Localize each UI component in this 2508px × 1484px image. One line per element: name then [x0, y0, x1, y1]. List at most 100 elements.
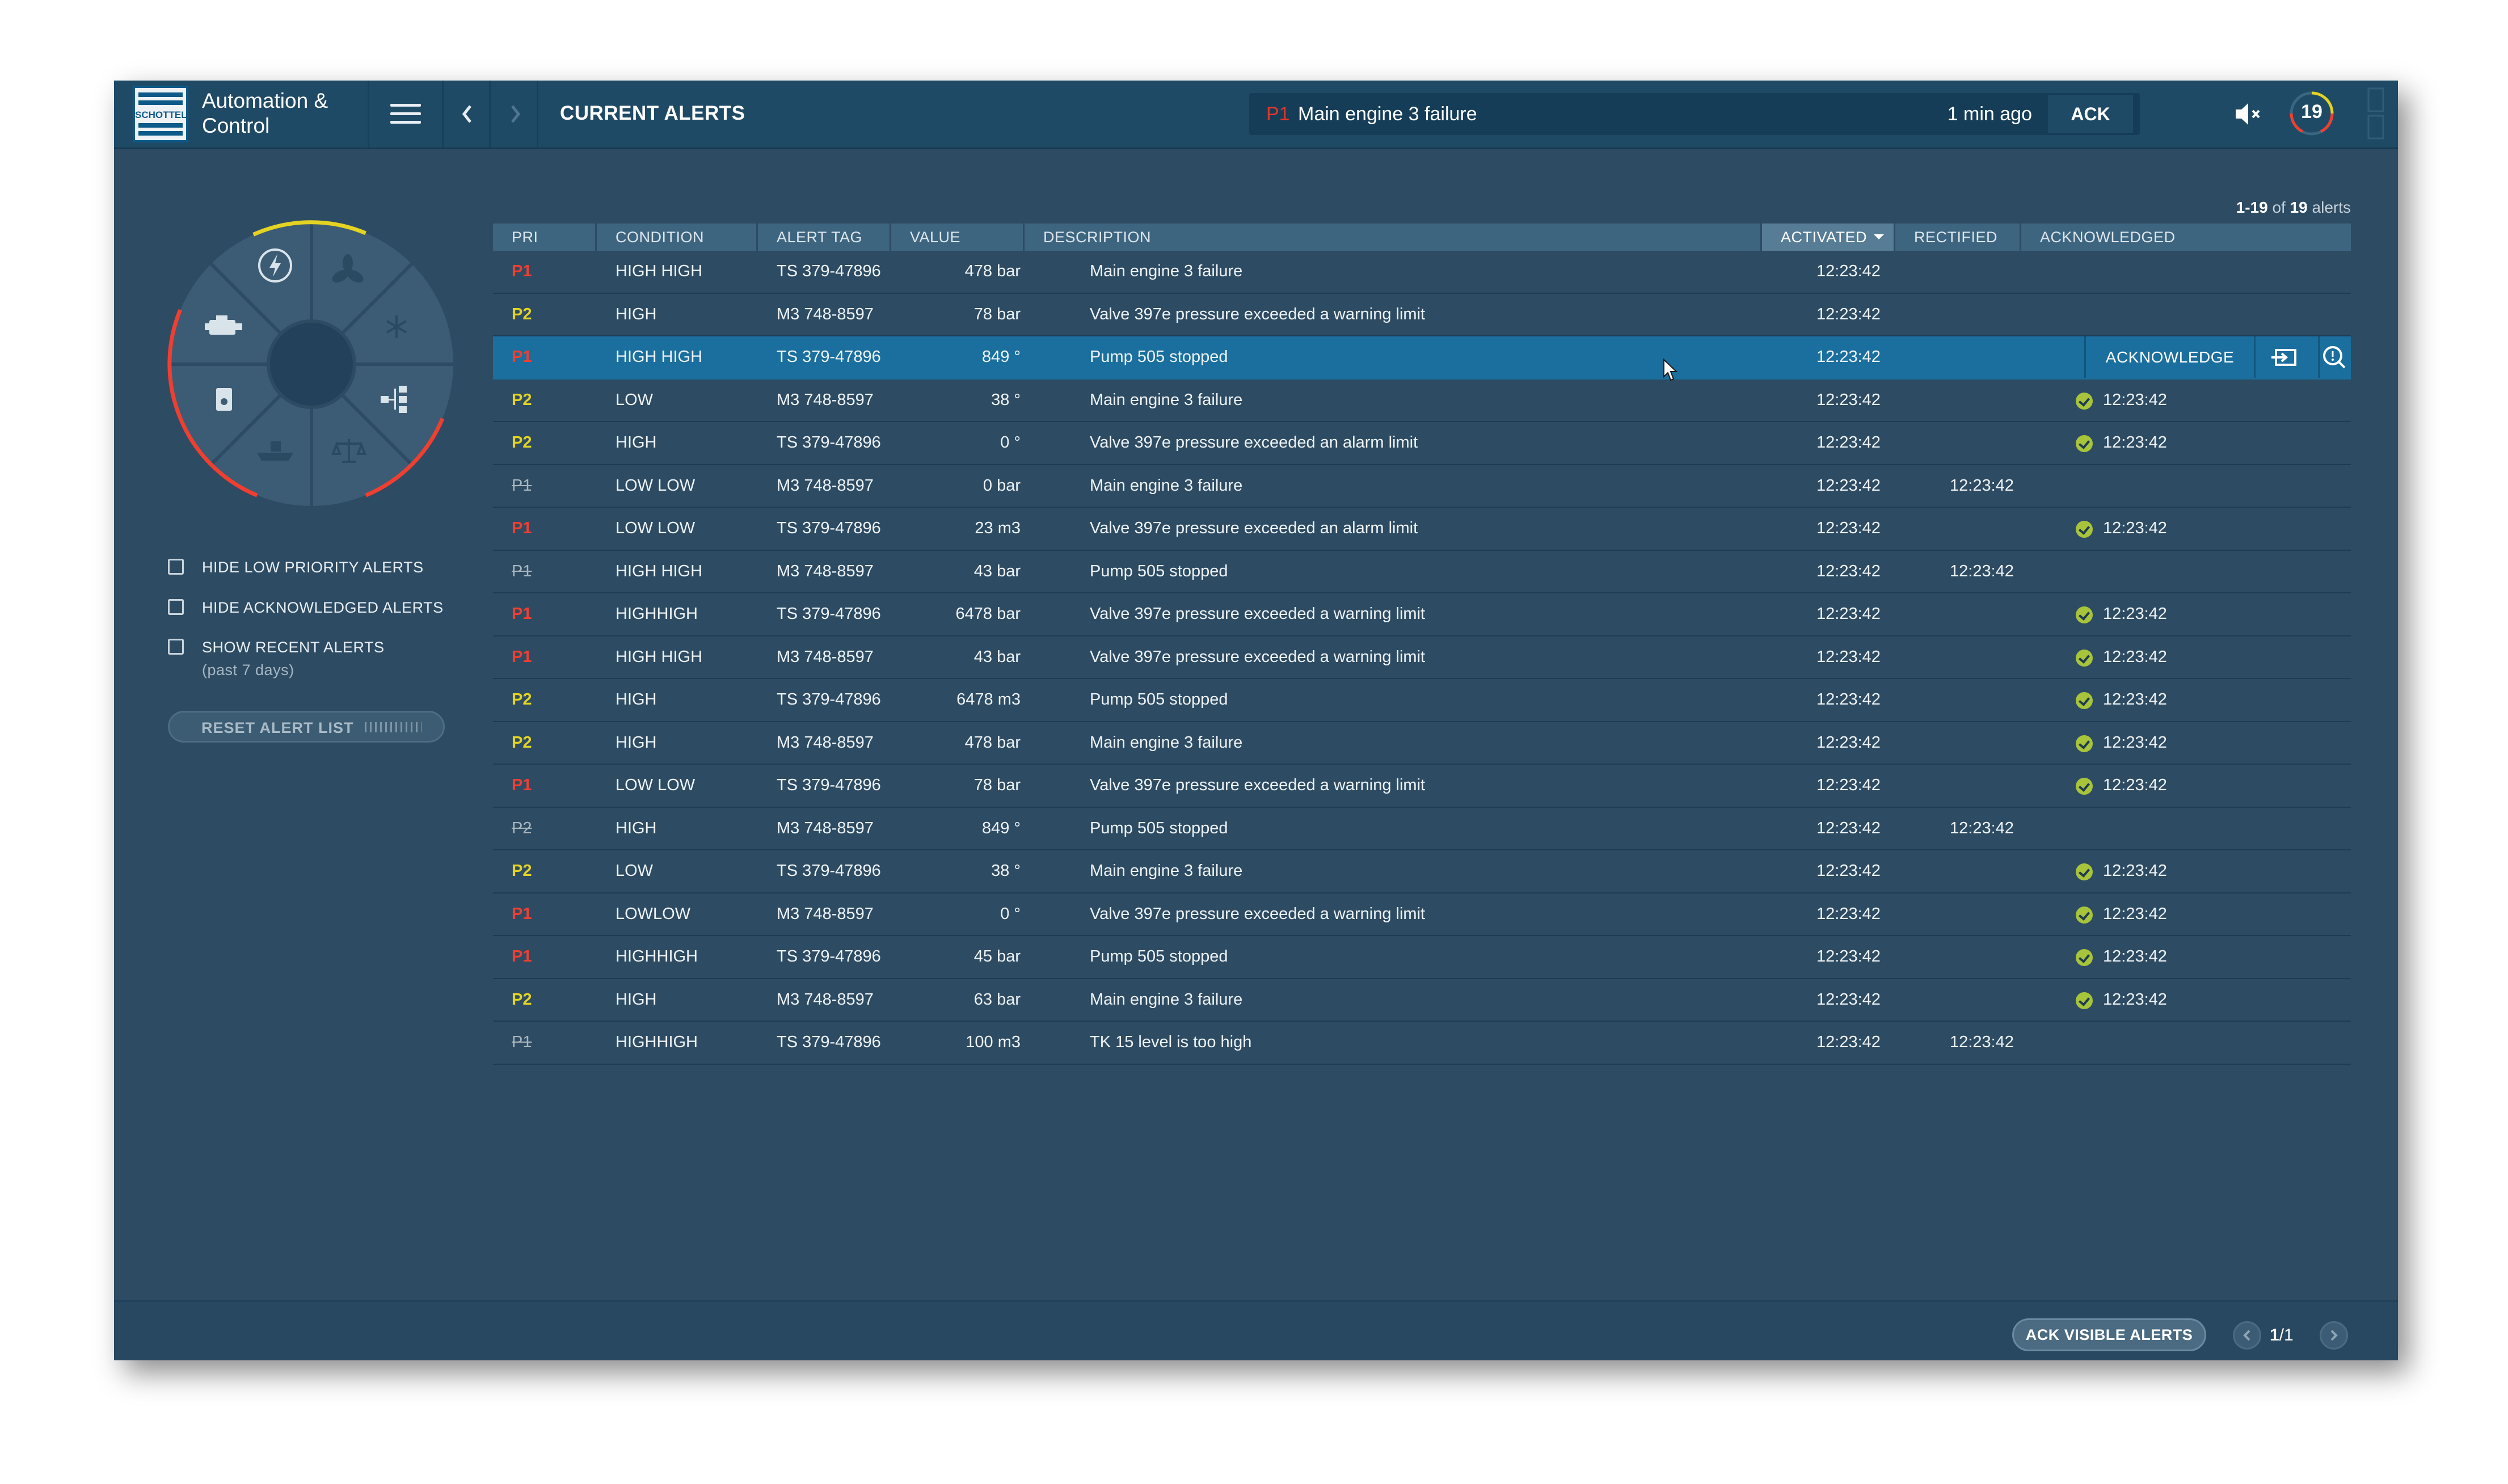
row-rectified: 12:23:42	[1950, 476, 2014, 495]
inspect-alert-button[interactable]	[2318, 336, 2384, 378]
row-activated: 12:23:42	[1816, 690, 1881, 709]
row-description: Pump 505 stopped	[1090, 690, 1228, 709]
reset-alert-list-button[interactable]: RESET ALERT LIST	[168, 711, 445, 743]
acknowledged-check-icon	[2076, 606, 2093, 623]
row-value: 6478 m3	[956, 690, 1021, 709]
table-row[interactable]: P1 HIGHHIGH TS 379-47896 100 m3 TK 15 level …	[493, 1022, 2351, 1065]
table-row[interactable]: P1 LOW LOW TS 379-47896 78 bar Valve 397e pr…	[493, 765, 2351, 808]
row-priority: P1	[512, 776, 532, 794]
table-row[interactable]: P1 HIGH HIGH M3 748-8597 43 bar Valve 397e p…	[493, 636, 2351, 679]
row-condition: HIGHHIGH	[616, 1033, 698, 1051]
table-row[interactable]: P2 LOW M3 748-8597 38 ° Main engine 3 failur…	[493, 380, 2351, 422]
row-alert-tag: M3 748-8597	[777, 562, 874, 580]
row-description: Main engine 3 failure	[1090, 862, 1243, 880]
table-row[interactable]: P2 HIGH TS 379-47896 6478 m3 Pump 505 stoppe…	[493, 679, 2351, 722]
table-row[interactable]: P2 LOW TS 379-47896 38 ° Main engine 3 failu…	[493, 850, 2351, 893]
row-activated: 12:23:42	[1816, 647, 1881, 666]
row-condition: LOW	[616, 390, 654, 409]
table-row[interactable]: P2 HIGH M3 748-8597 478 bar Main engine 3 fa…	[493, 722, 2351, 765]
prev-page-button[interactable]	[2233, 1321, 2261, 1350]
row-acknowledged: 12:23:42	[2103, 433, 2167, 452]
chevron-left-icon	[2243, 1330, 2250, 1341]
row-acknowledged: 12:23:42	[2103, 733, 2167, 752]
mouse-cursor-icon	[1663, 359, 1678, 381]
col-acknowledged[interactable]: ACKNOWLEDGED	[2040, 229, 2176, 246]
row-alert-tag: TS 379-47896	[777, 433, 881, 452]
page-indicator: 1/1	[2270, 1326, 2294, 1344]
row-acknowledged: 12:23:42	[2103, 647, 2167, 666]
checkbox-box[interactable]	[168, 639, 184, 655]
row-rectified: 12:23:42	[1950, 819, 2014, 837]
row-description: Valve 397e pressure exceeded an alarm li…	[1090, 433, 1418, 452]
row-alert-tag: M3 748-8597	[777, 733, 874, 752]
row-activated: 12:23:42	[1816, 348, 1881, 366]
row-priority: P2	[512, 819, 532, 837]
col-condition[interactable]: CONDITION	[597, 224, 758, 251]
balance-icon	[331, 439, 366, 463]
row-alert-tag: TS 379-47896	[777, 776, 881, 794]
table-row[interactable]: P1 LOWLOW M3 748-8597 0 ° Valve 397e pressur…	[493, 893, 2351, 936]
open-source-button[interactable]	[2252, 336, 2320, 378]
col-rectified[interactable]: RECTIFIED	[1895, 224, 2021, 251]
row-condition: HIGH HIGH	[616, 647, 703, 666]
checkbox-box[interactable]	[168, 559, 184, 575]
alert-counter[interactable]: 19	[2287, 88, 2337, 138]
row-value: 78 bar	[973, 305, 1021, 323]
col-alert-tag[interactable]: ALERT TAG	[758, 224, 891, 251]
checkbox-label: SHOW RECENT ALERTS	[202, 639, 385, 656]
row-priority: P2	[512, 733, 532, 752]
checkbox-box[interactable]	[168, 599, 184, 615]
row-acknowledged: 12:23:42	[2103, 690, 2167, 709]
table-row[interactable]: P1 LOW LOW M3 748-8597 0 bar Main engine 3 f…	[493, 465, 2351, 508]
col-description[interactable]: DESCRIPTION	[1025, 224, 1762, 251]
row-acknowledged: 12:23:42	[2103, 605, 2167, 623]
row-condition: LOW	[616, 862, 654, 880]
next-page-button[interactable]	[2320, 1321, 2348, 1350]
col-pri[interactable]: PRI	[493, 224, 597, 251]
row-activated: 12:23:42	[1816, 519, 1881, 537]
row-description: Valve 397e pressure exceeded a warning l…	[1090, 305, 1426, 323]
row-description: Pump 505 stopped	[1090, 819, 1228, 837]
col-value[interactable]: VALUE	[891, 224, 1025, 251]
app-title: Automation & Control	[202, 89, 328, 137]
system-wheel[interactable]	[164, 217, 459, 512]
row-acknowledged: 12:23:42	[2103, 776, 2167, 794]
row-priority: P1	[512, 904, 532, 923]
app-window: SCHOTTEL Automation & Control CURRENT AL…	[114, 81, 2398, 1360]
table-row[interactable]: P2 HIGH M3 748-8597 849 ° Pump 505 stopped 12…	[493, 808, 2351, 850]
acknowledged-check-icon	[2076, 778, 2093, 795]
table-row[interactable]: P2 HIGH M3 748-8597 63 bar Main engine 3 fai…	[493, 979, 2351, 1022]
col-activated[interactable]: ACTIVATED	[1762, 224, 1895, 251]
row-value: 478 bar	[964, 262, 1021, 280]
latest-alert-banner[interactable]: P1 Main engine 3 failure 1 min ago ACK	[1249, 93, 2140, 135]
row-activated: 12:23:42	[1816, 305, 1881, 323]
banner-ack-button[interactable]: ACK	[2048, 95, 2133, 133]
row-value: 0 bar	[983, 476, 1021, 495]
row-condition: HIGH HIGH	[616, 348, 703, 366]
table-row[interactable]: P1 HIGH HIGH TS 379-47896 849 ° Pump 505 sto…	[493, 336, 2351, 380]
row-priority: P2	[512, 305, 532, 323]
row-condition: HIGH	[616, 819, 657, 837]
row-activated: 12:23:42	[1816, 1033, 1881, 1051]
acknowledge-button[interactable]: ACKNOWLEDGE	[2084, 336, 2256, 378]
ack-visible-alerts-button[interactable]: ACK VISIBLE ALERTS	[2012, 1318, 2206, 1351]
table-row[interactable]: P1 LOW LOW TS 379-47896 23 m3 Valve 397e pre…	[493, 508, 2351, 551]
side-tabs[interactable]	[2353, 81, 2398, 147]
row-value: 100 m3	[966, 1033, 1021, 1051]
table-row[interactable]: P1 HIGHHIGH TS 379-47896 45 bar Pump 505 sto…	[493, 936, 2351, 979]
forward-button[interactable]	[491, 81, 538, 147]
row-priority: P1	[512, 1033, 532, 1051]
table-row[interactable]: P1 HIGHHIGH TS 379-47896 6478 bar Valve 397e…	[493, 593, 2351, 636]
row-value: 43 bar	[973, 647, 1021, 666]
row-alert-tag: TS 379-47896	[777, 605, 881, 623]
table-row[interactable]: P1 HIGH HIGH M3 748-8597 43 bar Pump 505 sto…	[493, 551, 2351, 593]
row-value: 849 °	[981, 819, 1021, 837]
mute-button[interactable]	[2216, 81, 2279, 147]
row-condition: HIGHHIGH	[616, 947, 698, 966]
table-row[interactable]: P1 HIGH HIGH TS 379-47896 478 bar Main engin…	[493, 251, 2351, 294]
table-row[interactable]: P2 HIGH TS 379-47896 0 ° Valve 397e pressure…	[493, 422, 2351, 465]
row-description: TK 15 level is too high	[1090, 1033, 1252, 1051]
menu-button[interactable]	[369, 81, 444, 147]
table-row[interactable]: P2 HIGH M3 748-8597 78 bar Valve 397e pressu…	[493, 294, 2351, 336]
back-button[interactable]	[444, 81, 491, 147]
